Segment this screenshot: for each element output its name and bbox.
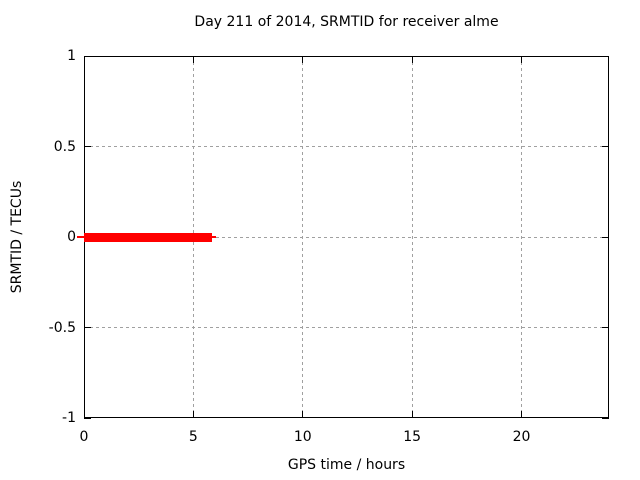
x-tick-bottom [411,411,413,418]
x-tick-bottom [521,411,522,418]
y-axis-label: SRMTID / TECUs [9,180,25,294]
x-axis-label: GPS time / hours [287,457,406,473]
y-tick-right [602,417,609,419]
y-tick-left [84,417,91,419]
x-tick-label: 10 [293,429,312,445]
x-tick-top [411,56,413,63]
y-tick-left [84,146,91,147]
gridline-horizontal [84,327,609,328]
x-tick-top [521,56,522,63]
x-tick-top [192,56,194,63]
y-tick-label: -1 [62,410,76,426]
x-tick-top [83,56,85,63]
y-tick-right [602,146,609,147]
chart-title: Day 211 of 2014, SRMTID for receiver alm… [194,14,499,30]
y-tick-label: 0 [67,229,76,245]
x-tick-label: 20 [512,429,531,445]
y-tick-left [84,327,91,328]
y-tick-label: -0.5 [48,319,76,336]
x-tick-label: 15 [403,429,422,445]
x-tick-label: 0 [79,429,89,445]
x-tick-label: 5 [188,429,198,445]
gridline-horizontal [84,146,609,147]
y-tick-right [602,327,609,328]
y-tick-label: 1 [67,48,76,64]
y-tick-label: 0.5 [53,138,76,155]
y-tick-left [84,55,91,57]
y-tick-right [602,55,609,57]
x-tick-bottom [302,411,304,418]
x-tick-bottom [83,411,85,418]
x-tick-bottom [192,411,194,418]
series-data-band [84,232,212,242]
x-tick-top [302,56,304,63]
gridline-horizontal [84,236,609,238]
y-tick-right [602,236,609,238]
